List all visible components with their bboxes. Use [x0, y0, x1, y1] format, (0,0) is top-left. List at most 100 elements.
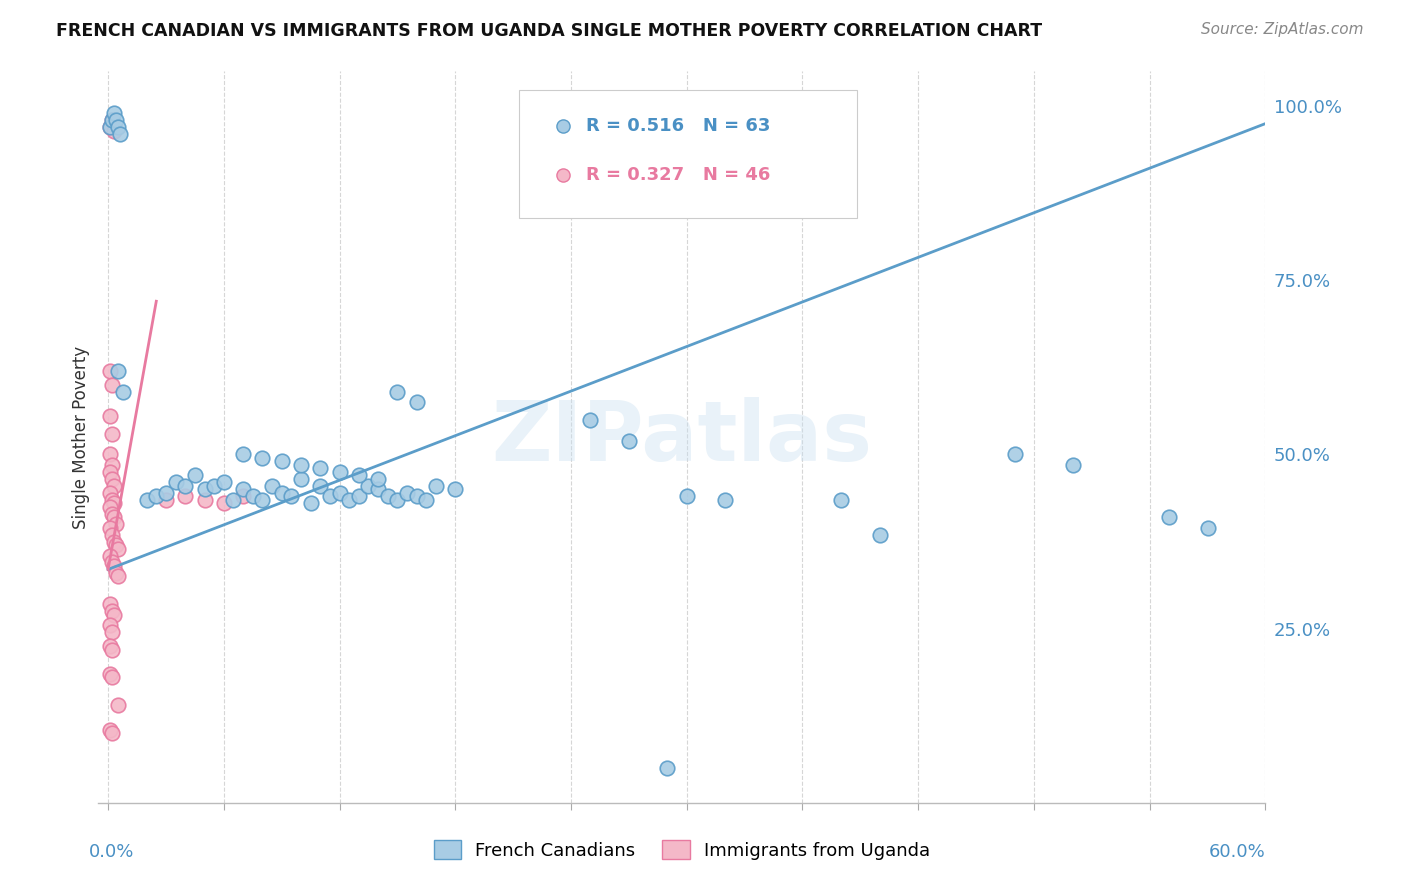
Point: [387, 492, 409, 507]
Point: [232, 448, 254, 462]
Point: [260, 479, 283, 493]
Point: [101, 113, 124, 128]
Point: [212, 475, 235, 490]
Point: [145, 489, 167, 503]
Point: [107, 364, 129, 378]
Point: [107, 569, 129, 583]
Point: [98, 521, 121, 535]
Point: [101, 113, 124, 128]
Point: [202, 479, 225, 493]
Point: [98, 639, 121, 653]
Text: R = 0.516   N = 63: R = 0.516 N = 63: [586, 117, 770, 136]
Point: [98, 448, 121, 462]
Point: [165, 475, 187, 490]
Point: [1004, 448, 1026, 462]
Point: [101, 604, 124, 618]
Point: [98, 120, 121, 134]
Point: [103, 510, 125, 524]
Point: [270, 454, 292, 468]
Point: [101, 527, 124, 541]
Point: [387, 384, 409, 399]
Point: [98, 723, 121, 737]
Point: [405, 489, 427, 503]
Point: [104, 517, 127, 532]
Point: [1062, 458, 1084, 472]
Point: [98, 120, 121, 134]
Point: [1157, 510, 1180, 524]
Point: [357, 479, 380, 493]
Point: [752, 120, 775, 134]
Point: [101, 726, 124, 740]
Text: R = 0.327   N = 46: R = 0.327 N = 46: [586, 166, 770, 185]
Point: [444, 483, 467, 497]
Point: [103, 123, 125, 137]
Point: [830, 492, 852, 507]
Point: [98, 618, 121, 632]
Point: [193, 492, 215, 507]
Point: [98, 549, 121, 563]
Point: [280, 489, 302, 503]
Point: [367, 483, 389, 497]
Text: 60.0%: 60.0%: [1209, 843, 1265, 861]
Point: [347, 489, 370, 503]
Point: [174, 479, 197, 493]
Point: [112, 384, 135, 399]
Point: [865, 152, 887, 166]
Point: [328, 485, 350, 500]
Point: [135, 492, 157, 507]
Point: [1197, 521, 1219, 535]
Point: [174, 489, 197, 503]
Point: [396, 485, 419, 500]
Point: [290, 458, 312, 472]
Point: [377, 489, 399, 503]
Point: [290, 472, 312, 486]
Point: [252, 450, 274, 465]
Point: [242, 489, 264, 503]
Point: [101, 670, 124, 684]
Point: [103, 534, 125, 549]
Point: [107, 541, 129, 556]
Point: [103, 496, 125, 510]
Point: [714, 492, 737, 507]
Point: [337, 492, 360, 507]
Point: [155, 485, 177, 500]
Text: 0.0%: 0.0%: [89, 843, 134, 861]
Point: [212, 496, 235, 510]
Point: [222, 492, 245, 507]
Point: [98, 364, 121, 378]
Point: [155, 492, 177, 507]
Point: [104, 566, 127, 580]
Point: [101, 507, 124, 521]
Point: [98, 500, 121, 514]
Point: [98, 465, 121, 479]
Point: [101, 492, 124, 507]
Point: [675, 489, 697, 503]
Point: [299, 496, 322, 510]
Point: [103, 106, 125, 120]
Point: [415, 492, 437, 507]
Point: [579, 412, 602, 426]
Point: [98, 667, 121, 681]
Point: [103, 558, 125, 573]
FancyBboxPatch shape: [519, 90, 858, 218]
Point: [657, 761, 679, 775]
Point: [103, 607, 125, 622]
Point: [232, 483, 254, 497]
Point: [101, 426, 124, 441]
Point: [425, 479, 447, 493]
Point: [617, 434, 640, 448]
Point: [107, 120, 129, 134]
Point: [98, 409, 121, 424]
Point: [328, 465, 350, 479]
Y-axis label: Single Mother Poverty: Single Mother Poverty: [72, 345, 90, 529]
Point: [103, 479, 125, 493]
Point: [232, 489, 254, 503]
Point: [270, 485, 292, 500]
Text: FRENCH CANADIAN VS IMMIGRANTS FROM UGANDA SINGLE MOTHER POVERTY CORRELATION CHAR: FRENCH CANADIAN VS IMMIGRANTS FROM UGAND…: [56, 22, 1042, 40]
Point: [347, 468, 370, 483]
Point: [104, 538, 127, 552]
Point: [367, 472, 389, 486]
Point: [319, 489, 342, 503]
Point: [810, 113, 832, 128]
Point: [101, 377, 124, 392]
